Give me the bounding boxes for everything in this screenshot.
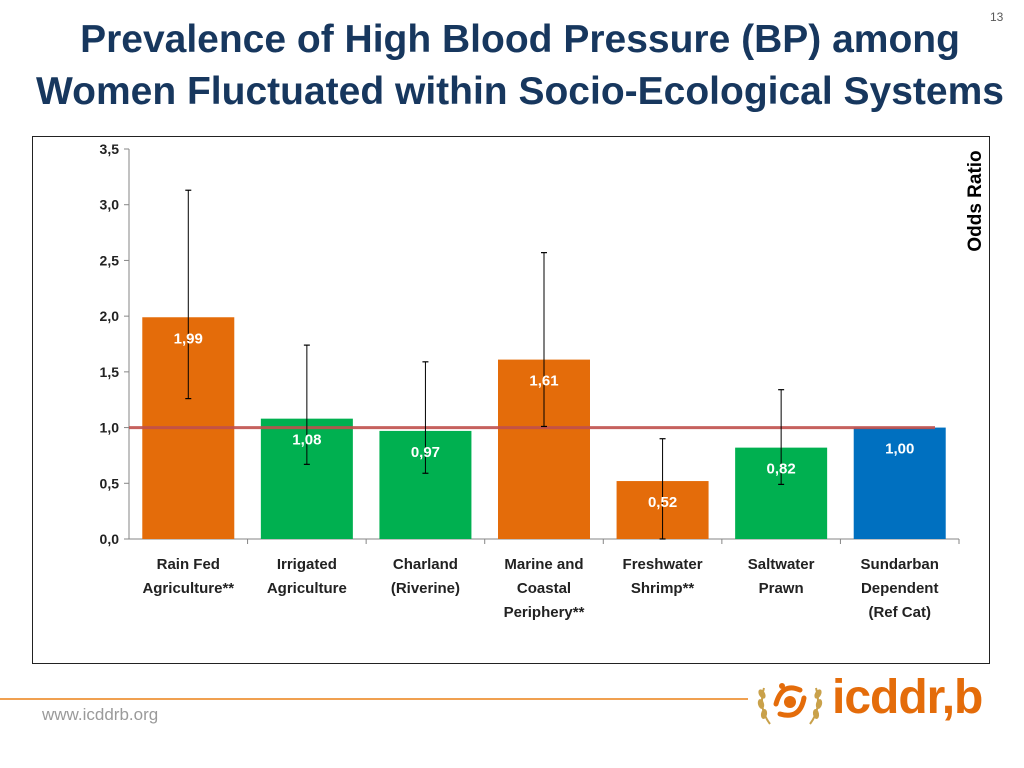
data-label: 0,97 — [411, 444, 440, 461]
odds-ratio-bar-chart: 0,0 0,5 1,0 1,5 2,0 2,5 3,0 3,5 Odds Ratio 1,99 Ra… — [100, 141, 986, 621]
laurel-emblem-icon — [757, 683, 823, 725]
x-tick-label: Marine and — [504, 556, 583, 573]
y-tick-label: 0,0 — [100, 531, 120, 547]
data-label: 1,00 — [885, 441, 914, 458]
x-tick-label: Shrimp** — [631, 580, 695, 597]
x-tick-label: Irrigated — [277, 556, 337, 573]
y-tick-label: 3,0 — [100, 197, 120, 213]
y-tick-label: 2,5 — [100, 252, 120, 268]
x-tick-label: (Ref Cat) — [868, 604, 931, 621]
x-tick-label: Freshwater — [623, 556, 703, 573]
icddrb-logo: icddr,b — [752, 664, 992, 740]
y-tick-label: 1,5 — [100, 364, 120, 380]
data-label: 1,99 — [174, 330, 203, 347]
x-tick-label: Dependent — [861, 580, 939, 597]
chart-frame: 0,0 0,5 1,0 1,5 2,0 2,5 3,0 3,5 Odds Ratio 1,99 Ra… — [32, 136, 990, 664]
logo-wordmark: icddr,b — [832, 671, 983, 724]
y-tick-label: 3,5 — [100, 141, 120, 157]
data-label: 0,82 — [767, 461, 796, 478]
x-tick-label: Agriculture** — [142, 580, 234, 597]
x-tick-label: Charland — [393, 556, 458, 573]
x-tick-label: Periphery** — [504, 604, 585, 621]
footer-divider — [0, 698, 748, 700]
x-tick-label: Agriculture — [267, 580, 347, 597]
y-tick-label: 1,0 — [100, 420, 120, 436]
y-tick-label: 0,5 — [100, 475, 120, 491]
x-tick-label: Coastal — [517, 580, 571, 597]
slide-title: Prevalence of High Blood Pressure (BP) a… — [0, 14, 1024, 118]
data-label: 1,61 — [529, 373, 558, 390]
y-tick-label: 2,0 — [100, 308, 120, 324]
slide-title-line-1: Prevalence of High Blood Pressure (BP) a… — [80, 18, 960, 61]
y-axis-title: Odds Ratio — [965, 150, 986, 251]
x-tick-label: Rain Fed — [157, 556, 220, 573]
footer-url[interactable]: www.icddrb.org — [42, 705, 159, 724]
data-label: 1,08 — [292, 432, 321, 449]
x-tick-label: Sundarban — [861, 556, 939, 573]
bar — [853, 427, 946, 539]
x-tick-label: Saltwater — [748, 556, 815, 573]
page-number: 13 — [990, 10, 1004, 24]
slide-title-line-2: Women Fluctuated within Socio-Ecological… — [36, 70, 1004, 113]
data-label: 0,52 — [648, 494, 677, 511]
x-tick-label: Prawn — [759, 580, 804, 597]
x-tick-label: (Riverine) — [391, 580, 460, 597]
